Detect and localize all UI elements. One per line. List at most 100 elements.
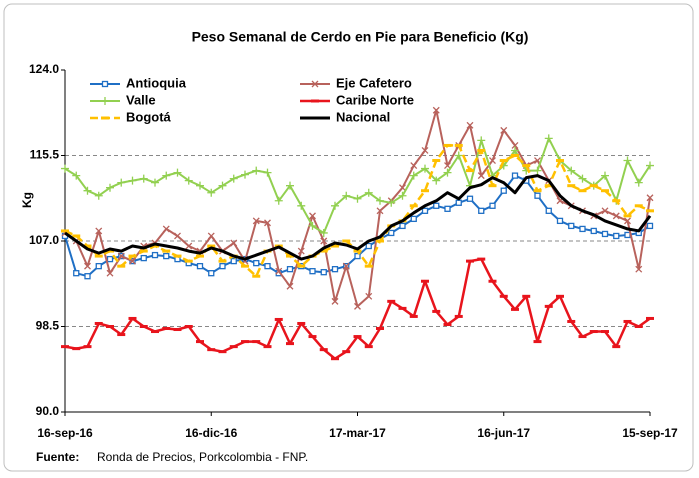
marker xyxy=(376,196,384,205)
marker xyxy=(162,225,170,233)
marker xyxy=(421,207,429,214)
marker xyxy=(162,171,171,180)
marker xyxy=(230,239,238,247)
marker xyxy=(286,181,294,190)
marker xyxy=(365,292,373,300)
marker xyxy=(432,176,441,185)
marker xyxy=(399,184,406,192)
marker xyxy=(196,181,204,190)
marker xyxy=(466,195,474,202)
marker xyxy=(73,270,80,277)
marker xyxy=(320,269,327,276)
marker xyxy=(364,188,373,197)
x-tick-label: 17-mar-17 xyxy=(329,426,386,440)
marker xyxy=(612,212,620,220)
marker xyxy=(264,219,271,227)
marker xyxy=(556,217,564,225)
marker xyxy=(308,221,317,230)
marker xyxy=(309,212,316,220)
marker xyxy=(252,217,260,225)
marker xyxy=(331,297,339,305)
marker xyxy=(263,168,272,177)
marker xyxy=(252,166,261,175)
marker xyxy=(353,194,362,203)
marker xyxy=(207,188,216,197)
marker xyxy=(151,251,159,259)
marker xyxy=(208,270,215,277)
marker xyxy=(624,217,631,225)
marker xyxy=(128,176,137,185)
marker xyxy=(646,222,654,230)
marker xyxy=(489,202,496,209)
marker xyxy=(409,171,418,180)
marker xyxy=(433,202,440,209)
x-tick-label: 16-dic-16 xyxy=(185,426,237,440)
marker xyxy=(342,191,351,200)
marker xyxy=(95,262,102,270)
marker xyxy=(646,194,654,202)
legend-label: Eje Cafetero xyxy=(336,75,412,90)
marker xyxy=(84,273,91,280)
marker xyxy=(511,146,519,155)
marker xyxy=(478,207,485,214)
marker xyxy=(421,164,429,173)
marker xyxy=(646,161,654,170)
marker xyxy=(500,126,508,134)
y-tick-label: 98.5 xyxy=(36,319,60,333)
marker xyxy=(399,222,406,230)
marker xyxy=(218,181,227,190)
x-tick-label: 15-sep-17 xyxy=(622,426,678,440)
marker xyxy=(106,255,114,263)
marker xyxy=(219,262,226,270)
marker xyxy=(545,207,552,214)
marker xyxy=(320,237,328,245)
chart-title: Peso Semanal de Cerdo en Pie para Benefi… xyxy=(192,29,529,45)
marker xyxy=(94,191,103,200)
marker xyxy=(140,254,147,262)
legend-label: Valle xyxy=(126,92,156,107)
marker xyxy=(511,172,519,179)
marker xyxy=(454,151,463,160)
marker xyxy=(264,262,271,270)
marker xyxy=(163,252,170,260)
x-tick-label: 16-jun-17 xyxy=(477,426,530,440)
marker xyxy=(106,269,114,277)
marker xyxy=(444,205,451,212)
marker xyxy=(241,170,249,179)
marker xyxy=(578,174,587,183)
marker xyxy=(117,252,125,260)
series-line xyxy=(64,174,652,261)
marker xyxy=(354,252,361,260)
marker xyxy=(388,229,395,237)
marker xyxy=(466,121,474,129)
marker xyxy=(534,192,541,199)
marker xyxy=(297,201,306,210)
marker xyxy=(95,227,103,235)
legend-marker xyxy=(311,80,319,88)
marker xyxy=(568,222,575,230)
marker xyxy=(72,171,81,180)
marker xyxy=(297,247,305,255)
marker xyxy=(410,215,417,223)
y-tick-label: 107.0 xyxy=(29,233,59,247)
y-tick-label: 115.5 xyxy=(30,148,60,162)
marker xyxy=(567,166,576,175)
legend-label: Caribe Norte xyxy=(336,92,414,107)
marker xyxy=(444,162,451,170)
marker xyxy=(601,230,609,238)
marker xyxy=(624,231,631,239)
marker xyxy=(84,262,91,270)
marker xyxy=(579,225,586,233)
marker xyxy=(61,164,69,173)
y-tick-label: 124.0 xyxy=(29,62,59,76)
marker xyxy=(342,262,350,270)
marker xyxy=(117,178,126,187)
marker xyxy=(229,174,238,183)
marker xyxy=(477,172,485,180)
marker xyxy=(207,232,215,240)
chart-frame xyxy=(3,3,694,472)
marker xyxy=(533,166,542,175)
marker xyxy=(635,265,643,273)
marker xyxy=(253,259,260,267)
marker xyxy=(455,199,462,206)
